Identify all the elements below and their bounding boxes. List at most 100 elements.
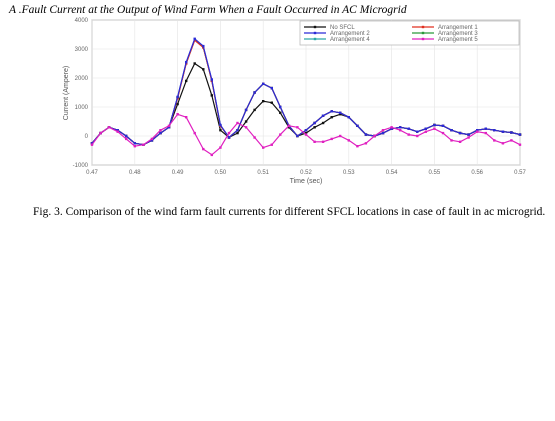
y-tick-label: 3000 bbox=[75, 47, 89, 53]
series-point bbox=[458, 140, 462, 143]
series-point bbox=[518, 143, 522, 146]
series-point bbox=[321, 121, 325, 125]
series-point bbox=[424, 127, 427, 130]
series-point bbox=[441, 131, 445, 135]
series-point bbox=[253, 91, 256, 94]
series-point bbox=[467, 136, 470, 139]
x-tick-label: 0.53 bbox=[343, 170, 355, 176]
series-point bbox=[133, 145, 136, 148]
series-point bbox=[476, 130, 479, 133]
legend-label: No SFCL bbox=[330, 25, 355, 31]
figure-caption: Fig. 3. Comparison of the wind farm faul… bbox=[33, 206, 546, 218]
series-point bbox=[262, 82, 265, 85]
series-point bbox=[279, 105, 282, 109]
series-point bbox=[244, 120, 248, 123]
series-point bbox=[416, 134, 419, 138]
series-point bbox=[501, 142, 505, 145]
series-point bbox=[433, 127, 436, 130]
series-point bbox=[321, 114, 325, 117]
series-point bbox=[493, 129, 496, 132]
legend-marker bbox=[313, 25, 317, 29]
section-heading: A .Fault Current at the Output of Wind F… bbox=[9, 4, 407, 16]
series-point bbox=[330, 137, 333, 141]
series-point bbox=[458, 131, 462, 135]
series-point bbox=[330, 116, 333, 119]
y-tick-label: -1000 bbox=[73, 163, 89, 169]
series-point bbox=[210, 153, 213, 157]
legend-marker bbox=[313, 37, 317, 41]
series-point bbox=[450, 139, 453, 142]
legend-label: Arrangement 4 bbox=[330, 37, 370, 43]
series-point bbox=[150, 139, 154, 142]
series-point bbox=[493, 139, 496, 142]
series-point bbox=[484, 131, 487, 135]
series-point bbox=[159, 129, 162, 132]
x-tick-label: 0.55 bbox=[429, 170, 441, 176]
y-tick-label: 2000 bbox=[75, 76, 89, 82]
series-point bbox=[150, 137, 154, 141]
series-point bbox=[321, 140, 325, 143]
series-point bbox=[407, 133, 410, 136]
legend-label: Arrangement 5 bbox=[438, 37, 478, 43]
series-point bbox=[373, 134, 376, 138]
series-point bbox=[270, 143, 273, 146]
series-point bbox=[296, 126, 299, 129]
series-point bbox=[244, 108, 248, 112]
x-tick-label: 0.56 bbox=[471, 170, 483, 176]
series-point bbox=[356, 145, 359, 148]
series-point bbox=[364, 142, 368, 145]
series-point bbox=[227, 136, 231, 139]
series-point bbox=[90, 143, 94, 146]
legend-label: Arrangement 1 bbox=[438, 25, 478, 31]
series-point bbox=[227, 131, 231, 135]
series-point bbox=[364, 133, 368, 136]
y-axis-title: Current (Ampere) bbox=[63, 66, 70, 120]
y-tick-label: 1000 bbox=[75, 105, 89, 111]
series-point bbox=[390, 127, 393, 130]
series-point bbox=[236, 129, 239, 132]
series-point bbox=[339, 113, 342, 116]
series-point bbox=[167, 124, 171, 127]
series-point bbox=[202, 68, 205, 71]
series-point bbox=[467, 133, 470, 136]
series-point bbox=[510, 131, 513, 134]
series-point bbox=[262, 100, 265, 103]
series-point bbox=[270, 86, 273, 90]
x-tick-label: 0.51 bbox=[257, 170, 269, 176]
grid-layer bbox=[91, 19, 521, 166]
series-point bbox=[304, 131, 308, 135]
x-tick-label: 0.49 bbox=[172, 170, 184, 176]
series-point bbox=[210, 94, 213, 97]
y-tick-label: 0 bbox=[85, 134, 89, 140]
x-tick-label: 0.47 bbox=[86, 170, 98, 176]
series-point bbox=[116, 130, 119, 133]
series-point bbox=[296, 134, 299, 138]
series-point bbox=[185, 79, 188, 83]
x-tick-label: 0.52 bbox=[300, 170, 312, 176]
series-point bbox=[176, 102, 179, 106]
series-point bbox=[142, 143, 145, 146]
series-point bbox=[107, 126, 111, 129]
series-point bbox=[125, 134, 128, 138]
series-point bbox=[99, 131, 102, 135]
series-point bbox=[441, 124, 445, 127]
series-point bbox=[185, 116, 188, 119]
series-point bbox=[484, 127, 487, 130]
x-tick-label: 0.54 bbox=[386, 170, 398, 176]
series-point bbox=[219, 129, 222, 132]
series-point bbox=[287, 124, 291, 127]
series-point bbox=[125, 137, 128, 141]
x-axis-title: Time (sec) bbox=[290, 178, 323, 185]
series-point bbox=[193, 131, 196, 135]
series-point bbox=[185, 60, 188, 64]
legend-box bbox=[299, 20, 520, 46]
series-point bbox=[510, 139, 513, 142]
x-tick-labels: 0.47 0.48 0.49 0.50 0.51 0.52 0.53 0.54 0.55 0.56… bbox=[86, 170, 526, 176]
series-point bbox=[356, 124, 359, 127]
y-tick-labels: -1000 0 1000 2000 3000 4000 bbox=[73, 18, 89, 169]
series-point bbox=[304, 129, 308, 132]
series-point bbox=[167, 126, 171, 129]
legend-marker bbox=[313, 31, 317, 35]
y-tick-label: 4000 bbox=[75, 18, 89, 24]
